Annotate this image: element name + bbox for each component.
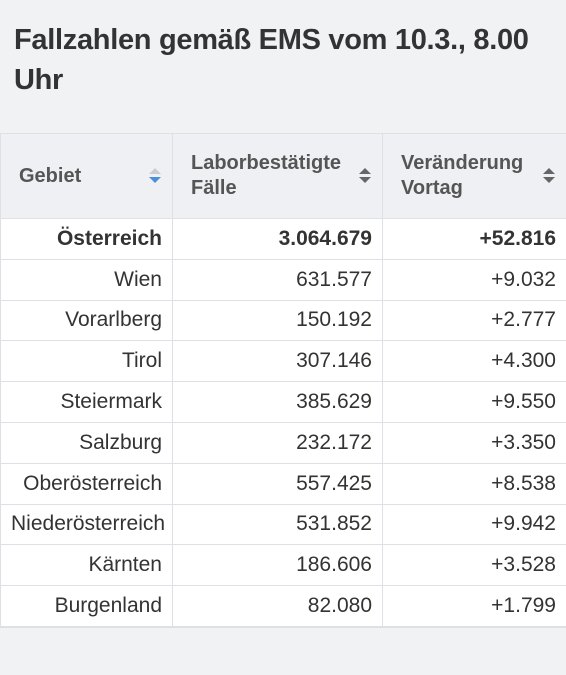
sort-icon: [542, 167, 556, 185]
number-cell: +3.528: [383, 545, 566, 586]
region-cell: Oberösterreich: [1, 463, 173, 504]
data-table: Gebiet Laborbestätigte Fälle Veränderung…: [0, 133, 566, 627]
header-label: Gebiet: [19, 165, 81, 187]
region-cell: Tirol: [1, 341, 173, 382]
number-cell: 150.192: [173, 300, 383, 341]
region-cell: Niederösterreich: [1, 504, 173, 545]
number-cell: 3.064.679: [173, 219, 383, 260]
number-cell: +52.816: [383, 219, 566, 260]
number-cell: 82.080: [173, 586, 383, 627]
number-cell: +1.799: [383, 586, 566, 627]
number-cell: +9.032: [383, 259, 566, 300]
number-cell: +2.777: [383, 300, 566, 341]
number-cell: 385.629: [173, 382, 383, 423]
table-head: Gebiet Laborbestätigte Fälle Veränderung…: [1, 134, 566, 219]
header-label: Laborbestätigte Fälle: [191, 152, 341, 199]
region-cell: Kärnten: [1, 545, 173, 586]
table-footer: [0, 627, 566, 675]
number-cell: 232.172: [173, 422, 383, 463]
number-cell: 531.852: [173, 504, 383, 545]
sort-icon: [358, 167, 372, 185]
region-cell: Vorarlberg: [1, 300, 173, 341]
number-cell: 186.606: [173, 545, 383, 586]
number-cell: +4.300: [383, 341, 566, 382]
header-row: Gebiet Laborbestätigte Fälle Veränderung…: [1, 134, 566, 219]
number-cell: +9.942: [383, 504, 566, 545]
number-cell: 631.577: [173, 259, 383, 300]
number-cell: 557.425: [173, 463, 383, 504]
sort-header[interactable]: Laborbestätigte Fälle: [173, 134, 383, 219]
region-cell: Wien: [1, 259, 173, 300]
region-cell: Steiermark: [1, 382, 173, 423]
sort-icon-active: [148, 167, 162, 185]
sort-header[interactable]: Gebiet: [1, 134, 173, 219]
number-cell: 307.146: [173, 341, 383, 382]
region-cell: Burgenland: [1, 586, 173, 627]
region-cell: Österreich: [1, 219, 173, 260]
region-cell: Salzburg: [1, 422, 173, 463]
number-cell: +9.550: [383, 382, 566, 423]
title: Fallzahlen gemäß EMS vom 10.3., 8.00 Uhr: [0, 0, 560, 113]
header-label: Veränderung Vortag: [401, 152, 523, 199]
number-cell: +8.538: [383, 463, 566, 504]
sort-header[interactable]: Veränderung Vortag: [383, 134, 566, 219]
number-cell: +3.350: [383, 422, 566, 463]
